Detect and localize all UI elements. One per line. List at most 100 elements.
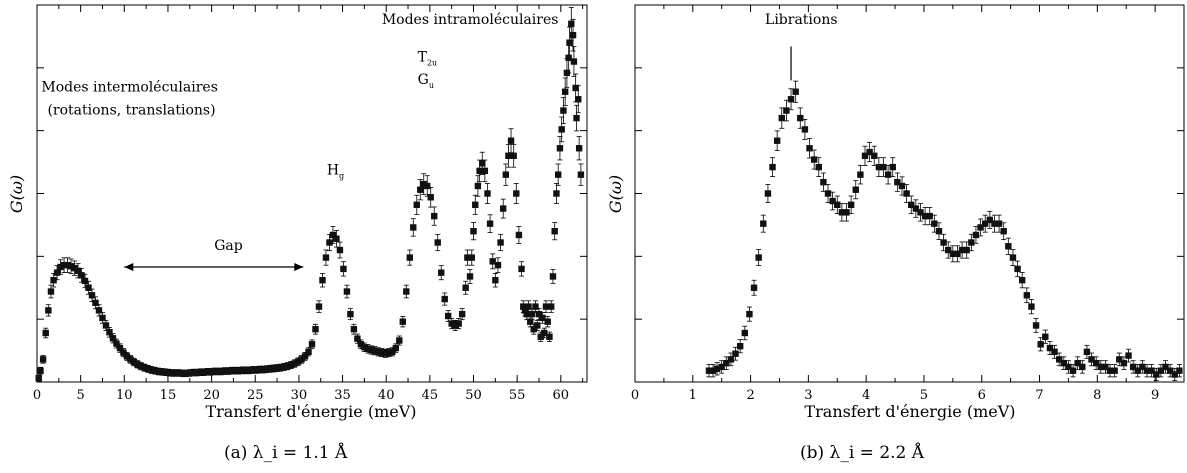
data-point (1092, 359, 1100, 367)
data-point (572, 84, 579, 92)
data-point (141, 364, 148, 371)
data-point (420, 180, 427, 188)
data-point (935, 228, 943, 235)
data-point (1000, 228, 1007, 235)
data-point (60, 261, 68, 269)
data-point (1005, 243, 1012, 250)
data-point (573, 114, 580, 122)
data-point (130, 358, 138, 366)
data-point (528, 310, 536, 318)
data-point (308, 341, 316, 348)
x-tick-label: 5 (920, 388, 928, 403)
data-point (783, 107, 790, 114)
data-point (497, 239, 504, 246)
data-point (546, 333, 553, 340)
data-point (92, 299, 99, 307)
data-point (231, 367, 239, 374)
arrow-head-left (124, 263, 134, 272)
data-point (479, 160, 486, 167)
data-point (294, 358, 302, 365)
annotation-label: (rotations, translations) (47, 102, 215, 118)
data-point (820, 178, 827, 186)
data-point (558, 126, 565, 133)
annotation-label: Gu (418, 72, 434, 90)
data-point (829, 197, 836, 205)
annotation-label: Librations (765, 12, 838, 28)
panel-b-x-axis-label: Transfert d'énergie (meV) (804, 402, 1015, 421)
data-point (64, 261, 71, 269)
data-point (333, 235, 340, 242)
data-point (898, 182, 906, 190)
data-point (982, 220, 989, 227)
data-point (1074, 359, 1081, 367)
x-tick-label: 8 (1093, 388, 1101, 403)
data-point (912, 205, 920, 212)
data-point (249, 366, 256, 374)
data-point (518, 265, 525, 273)
x-tick-label: 50 (465, 388, 482, 403)
data-point (760, 220, 767, 227)
data-point (736, 342, 744, 350)
data-point (534, 322, 541, 329)
data-point (37, 367, 44, 374)
panel-b-annotations: Librations (765, 12, 838, 81)
data-point (1069, 367, 1077, 374)
data-point (1079, 363, 1086, 371)
panel-b-chart: 0 1 2 3 4 5 6 7 8 9 Librations Transfert d'énergi… (606, 4, 1185, 421)
data-point (963, 246, 970, 254)
x-tick-label: 10 (116, 388, 133, 403)
data-point (1125, 352, 1132, 359)
data-point (486, 220, 494, 227)
data-point (113, 340, 120, 347)
data-point (977, 224, 984, 231)
data-point (1023, 292, 1031, 299)
data-point (95, 307, 103, 314)
data-point (549, 273, 557, 280)
data-point (1042, 333, 1049, 340)
data-point (468, 254, 475, 261)
data-point (705, 367, 713, 374)
data-point (280, 363, 288, 371)
data-point (256, 366, 263, 373)
data-point (1143, 367, 1151, 374)
data-point (995, 220, 1003, 227)
panel-a-error-bars (36, 7, 584, 382)
data-point (85, 284, 92, 291)
data-point (773, 137, 781, 144)
data-point (291, 360, 298, 367)
data-point (42, 329, 49, 337)
panel-a-chart: 0 5 10 15 20 25 30 35 40 45 50 55 60 Modes intermolé… (7, 4, 588, 421)
data-point (169, 369, 176, 377)
data-point (179, 370, 186, 377)
data-point (431, 212, 438, 220)
data-point (438, 269, 445, 276)
data-point (190, 369, 197, 376)
data-point (403, 288, 410, 295)
data-point (396, 337, 403, 344)
panel-a-ticks: 0 5 10 15 20 25 30 35 40 45 50 55 60 (33, 5, 587, 403)
data-point (1176, 367, 1183, 374)
data-point (1014, 265, 1021, 273)
data-point (792, 88, 799, 95)
data-point (315, 303, 323, 310)
x-tick-label: 9 (1151, 388, 1159, 403)
data-point (801, 126, 809, 133)
data-point (476, 167, 483, 175)
data-point (78, 272, 85, 279)
data-point (852, 186, 859, 193)
data-point (575, 145, 583, 152)
data-point (561, 88, 569, 95)
data-point (521, 307, 529, 314)
data-point (382, 350, 389, 357)
data-point (1097, 363, 1104, 371)
data-point (492, 277, 499, 284)
data-point (451, 322, 459, 329)
data-point (968, 239, 975, 246)
data-point (151, 367, 159, 374)
panel-b-data-points (705, 88, 1183, 378)
x-tick-label: 15 (160, 388, 177, 403)
data-point (834, 201, 841, 209)
x-tick-label: 7 (1035, 388, 1043, 403)
x-tick-label: 4 (862, 388, 870, 403)
